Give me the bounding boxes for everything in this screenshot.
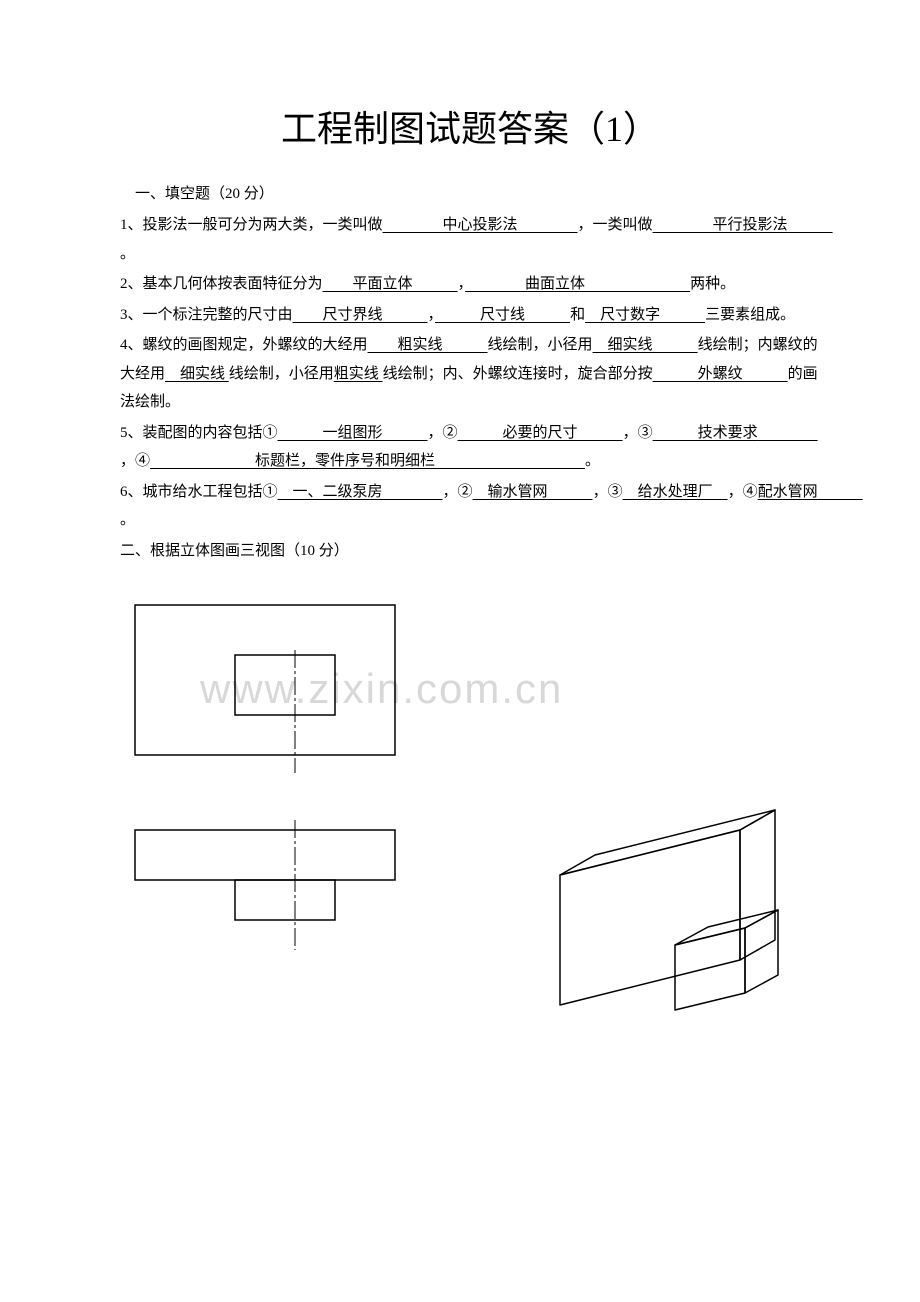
q3-text: 3、一个标注完整的尺寸由 — [120, 307, 293, 323]
question-4: 4、螺纹的画图规定，外螺纹的大经用 粗实线 线绘制，小径用 细实线 线绘制；内螺… — [120, 331, 820, 417]
q4-mid4: 线绘制；内、外螺纹连接时，旋合部分按 — [383, 366, 653, 382]
question-6: 6、城市给水工程包括① 一、二级泵房 ，② 输水管网 ，③ 给水处理厂 ，④配水… — [120, 478, 820, 535]
q3-end: 三要素组成。 — [705, 307, 795, 323]
q6-answer1: 一、二级泵房 — [278, 484, 443, 500]
question-1: 1、投影法一般可分为两大类，一类叫做 中心投影法 ，一类叫做 平行投影法 。 — [120, 211, 820, 268]
q4-mid3: 线绘制，小径用 — [229, 366, 334, 382]
q5-answer4: 标题栏，零件序号和明细栏 — [150, 453, 585, 469]
q4-text: 4、螺纹的画图规定，外螺纹的大经用 — [120, 337, 368, 353]
q4-answer3: 细实线 — [165, 366, 229, 382]
diagrams-container — [120, 595, 820, 955]
question-5: 5、装配图的内容包括① 一组图形 ，② 必要的尺寸 ，③ 技术要求 ，④ 标题栏… — [120, 419, 820, 476]
q2-mid: ， — [458, 276, 466, 292]
q4-answer2: 细实线 — [593, 337, 698, 353]
q2-answer2: 曲面立体 — [465, 276, 690, 292]
q1-end: 。 — [120, 246, 135, 262]
q3-answer1: 尺寸界线 — [293, 307, 428, 323]
top-view-diagram — [125, 595, 415, 780]
q6-mid1: ，② — [443, 484, 473, 500]
q2-answer1: 平面立体 — [323, 276, 458, 292]
q5-answer3: 技术要求 — [653, 425, 818, 441]
q1-answer1: 中心投影法 — [383, 217, 578, 233]
q5-mid1: ，② — [428, 425, 458, 441]
q6-end: 。 — [120, 512, 135, 528]
section2-header: 二、根据立体图画三视图（10 分） — [120, 537, 820, 566]
q4-answer4: 粗实线 — [334, 366, 383, 382]
q6-answer4: 配水管网 — [758, 484, 863, 500]
q4-mid1: 线绘制，小径用 — [488, 337, 593, 353]
front-view-diagram — [125, 820, 415, 955]
q5-end: 。 — [585, 453, 600, 469]
q6-mid3: ，④ — [728, 484, 758, 500]
isometric-view-diagram — [545, 805, 805, 1035]
q1-text2: ，一类叫做 — [578, 217, 653, 233]
question-3: 3、一个标注完整的尺寸由 尺寸界线 ， 尺寸线 和 尺寸数字 三要素组成。 — [120, 301, 820, 330]
section1-header: 一、填空题（20 分） — [120, 182, 820, 203]
q6-answer3: 给水处理厂 — [623, 484, 728, 500]
q3-answer2: 尺寸线 — [435, 307, 570, 323]
q4-answer5: 外螺纹 — [653, 366, 788, 382]
q1-answer2: 平行投影法 — [653, 217, 833, 233]
q3-answer3: 尺寸数字 — [585, 307, 705, 323]
q6-mid2: ，③ — [593, 484, 623, 500]
q2-end: 两种。 — [690, 276, 735, 292]
q1-text: 1、投影法一般可分为两大类，一类叫做 — [120, 217, 383, 233]
page-title: 工程制图试题答案（1） — [120, 100, 820, 152]
q5-answer1: 一组图形 — [278, 425, 428, 441]
q4-answer1: 粗实线 — [368, 337, 488, 353]
q5-mid2: ，③ — [623, 425, 653, 441]
q2-text: 2、基本几何体按表面特征分为 — [120, 276, 323, 292]
q5-answer2: 必要的尺寸 — [458, 425, 623, 441]
q5-mid3: ，④ — [120, 453, 150, 469]
q6-text: 6、城市给水工程包括① — [120, 484, 278, 500]
q6-answer2: 输水管网 — [473, 484, 593, 500]
q3-mid1: ， — [428, 307, 436, 323]
q5-text: 5、装配图的内容包括① — [120, 425, 278, 441]
q3-mid2: 和 — [570, 307, 585, 323]
question-2: 2、基本几何体按表面特征分为 平面立体 ， 曲面立体 两种。 — [120, 270, 820, 299]
